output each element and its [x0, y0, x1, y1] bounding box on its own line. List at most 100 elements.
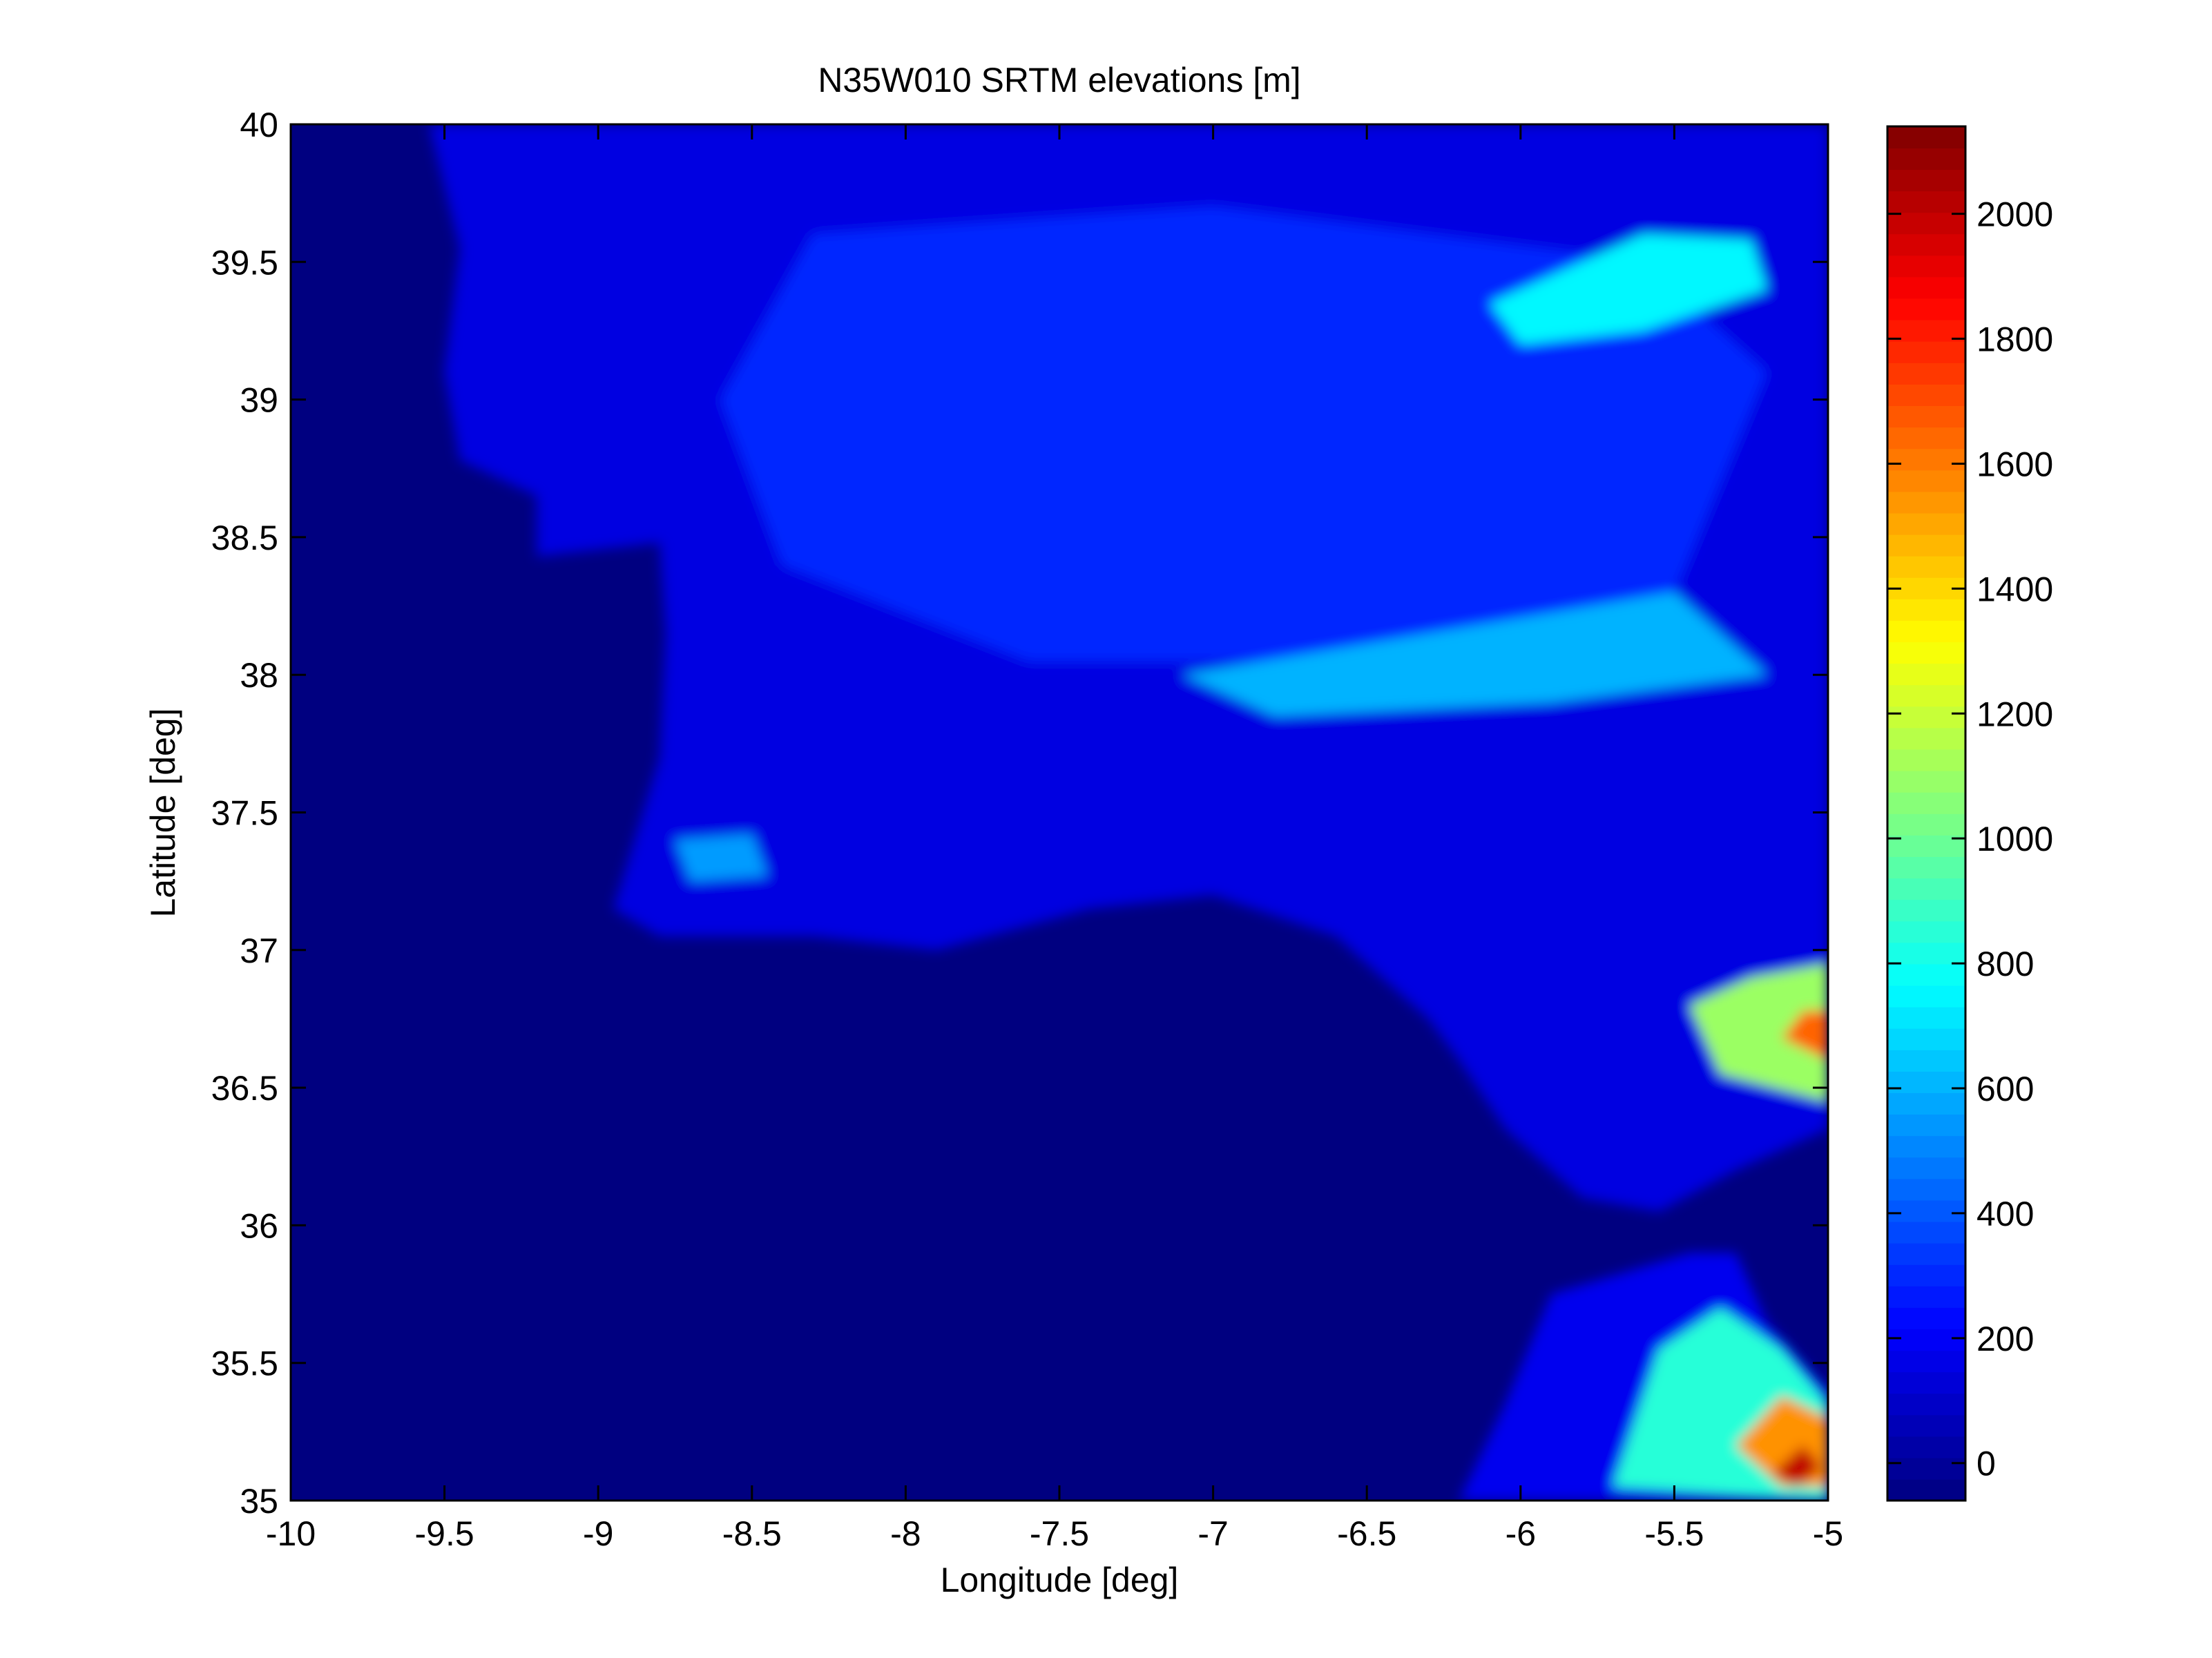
y-tick-label: 35	[240, 1482, 278, 1521]
colorbar-swatch	[1887, 1006, 1965, 1029]
x-tick-label: -6.5	[1337, 1514, 1396, 1553]
colorbar-swatch	[1887, 212, 1965, 235]
terrain-region-sierra-de-gredos	[1490, 234, 1767, 345]
colorbar-swatch	[1887, 405, 1965, 428]
colorbar-swatch	[1887, 534, 1965, 557]
colorbar-swatch	[1887, 1457, 1965, 1480]
colorbar-swatch	[1887, 1350, 1965, 1373]
y-tick-label: 37	[240, 932, 278, 970]
y-tick-label: 36	[240, 1206, 278, 1245]
x-tick-label: -9.5	[415, 1514, 474, 1553]
colorbar-swatch	[1887, 1436, 1965, 1458]
colorbar-tick-label: 1800	[1977, 320, 2053, 359]
terrain-region-sierra-de-monchique	[675, 834, 768, 882]
x-axis-label: Longitude [deg]	[941, 1561, 1179, 1599]
colorbar-swatch	[1887, 1264, 1965, 1286]
x-tick-label: -5.5	[1644, 1514, 1704, 1553]
x-tick-label: -10	[266, 1514, 316, 1553]
x-tick-label: -8.5	[722, 1514, 782, 1553]
colorbar-swatch	[1887, 233, 1965, 256]
colorbar-swatch	[1887, 427, 1965, 450]
colorbar-swatch	[1887, 920, 1965, 943]
chart-title: N35W010 SRTM elevations [m]	[818, 61, 1300, 99]
y-tick-label: 38	[240, 656, 278, 695]
colorbar-swatch	[1887, 1178, 1965, 1201]
colorbar-swatch	[1887, 985, 1965, 1008]
colorbar-swatch	[1887, 298, 1965, 320]
colorbar-swatch	[1887, 1286, 1965, 1308]
y-tick-label: 37.5	[211, 794, 278, 833]
colorbar-swatch	[1887, 663, 1965, 686]
colorbar-swatch	[1887, 255, 1965, 278]
terrain-region-betic-peaks	[1782, 1010, 1828, 1061]
colorbar-swatch	[1887, 1092, 1965, 1115]
colorbar-swatch	[1887, 1414, 1965, 1437]
colorbar-swatch	[1887, 470, 1965, 492]
colorbar-tick-label: 1000	[1977, 820, 2053, 858]
colorbar-swatch	[1887, 1307, 1965, 1330]
colorbar-swatch	[1887, 1050, 1965, 1072]
colorbar-tick-label: 1200	[1977, 695, 2053, 733]
colorbar-tick-label: 2000	[1977, 195, 2053, 234]
colorbar-swatch	[1887, 1242, 1965, 1265]
x-tick-label: -6	[1506, 1514, 1536, 1553]
colorbar-swatch	[1887, 448, 1965, 471]
colorbar-swatch	[1887, 706, 1965, 729]
colorbar-swatch	[1887, 384, 1965, 407]
colorbar-swatch	[1887, 1393, 1965, 1416]
x-tick-label: -8	[890, 1514, 921, 1553]
colorbar-swatch	[1887, 512, 1965, 535]
colorbar-swatch	[1887, 899, 1965, 922]
colorbar-swatch	[1887, 878, 1965, 900]
colorbar-swatch	[1887, 276, 1965, 299]
colorbar-tick-label: 1600	[1977, 445, 2053, 483]
colorbar-swatch	[1887, 1221, 1965, 1244]
colorbar-swatch	[1887, 727, 1965, 750]
colorbar-swatch	[1887, 148, 1965, 170]
colorbar-frame	[1886, 125, 1967, 1502]
colorbar-swatch	[1887, 1028, 1965, 1050]
colorbar-swatch	[1887, 1114, 1965, 1137]
colorbar-swatch	[1887, 684, 1965, 707]
colorbar-tick-label: 1400	[1977, 570, 2053, 608]
y-tick-label: 38.5	[211, 519, 278, 557]
colorbar-swatch	[1887, 1157, 1965, 1179]
colorbar-tick-label: 0	[1977, 1445, 1996, 1483]
colorbar-tick-label: 800	[1977, 945, 2034, 983]
terrain-regions	[429, 124, 1828, 1501]
x-tick-label: -5	[1813, 1514, 1843, 1553]
y-axis-ticks: 40 39.5 39 38.5 38 37.5 37 36.5 36 35.5 35	[211, 106, 1828, 1521]
colorbar	[1887, 126, 1965, 1501]
colorbar-swatch	[1887, 749, 1965, 771]
colorbar-swatch	[1887, 620, 1965, 643]
colorbar-tick-label: 200	[1977, 1320, 2034, 1358]
colorbar-swatch	[1887, 1478, 1965, 1501]
colorbar-swatch	[1887, 813, 1965, 836]
colorbar-swatch	[1887, 1135, 1965, 1158]
colorbar-swatch	[1887, 191, 1965, 213]
terrain-region-rif-summit	[1772, 1445, 1823, 1487]
colorbar-swatch	[1887, 1071, 1965, 1094]
heatmap-plot-area	[291, 124, 1828, 1501]
y-tick-label: 35.5	[211, 1344, 278, 1383]
colorbar-swatch	[1887, 791, 1965, 814]
x-tick-label: -7	[1198, 1514, 1228, 1553]
terrain-region-betic-ranges	[1689, 963, 1828, 1101]
colorbar-swatch	[1887, 942, 1965, 965]
colorbar-swatch	[1887, 555, 1965, 578]
y-tick-label: 40	[240, 106, 278, 144]
colorbar-tick-label: 600	[1977, 1070, 2034, 1108]
y-tick-label: 39.5	[211, 243, 278, 282]
y-tick-label: 36.5	[211, 1069, 278, 1108]
colorbar-tick-label: 400	[1977, 1195, 2034, 1233]
y-tick-label: 39	[240, 381, 278, 420]
colorbar-swatch	[1887, 770, 1965, 793]
x-axis-ticks: -10 -9.5 -9 -8.5 -8 -7.5 -7 -6.5 -6 -5.5 -5	[266, 124, 1843, 1553]
terrain-region-sierra-morena	[1182, 592, 1767, 716]
colorbar-swatch	[1887, 1329, 1965, 1351]
colorbar-swatch	[1887, 642, 1965, 664]
y-axis-label: Latitude [deg]	[144, 708, 182, 917]
colorbar-swatch	[1887, 599, 1965, 621]
colorbar-swatch	[1887, 126, 1965, 148]
